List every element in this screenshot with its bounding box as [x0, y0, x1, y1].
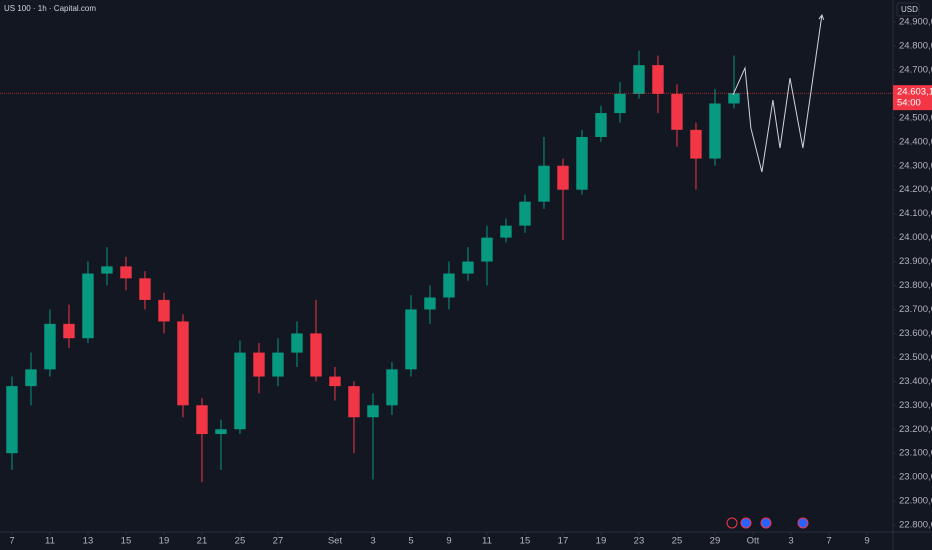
- x-tick-label: 9: [446, 536, 451, 547]
- x-tick-label: 9: [864, 536, 869, 547]
- x-tick-label: 7: [826, 536, 831, 547]
- y-tick-label: 24.100,0: [899, 208, 932, 219]
- x-tick-label: Ott: [747, 536, 760, 547]
- y-tick-label: 24.000,0: [899, 232, 932, 243]
- y-tick-label: 22.900,0: [899, 496, 932, 507]
- candle-body: [310, 333, 322, 377]
- y-tick-label: 24.500,0: [899, 112, 932, 123]
- x-tick-label: 29: [710, 536, 721, 547]
- y-tick-label: 23.200,0: [899, 424, 932, 435]
- chart-title: US 100 · 1h · Capital.com: [4, 4, 96, 13]
- candle-body: [671, 93, 683, 130]
- candle-body: [101, 266, 113, 274]
- x-tick-label: 3: [370, 536, 375, 547]
- candle-body: [25, 369, 37, 387]
- candle-body: [614, 93, 626, 114]
- x-tick-label: 11: [45, 536, 55, 547]
- x-tick-label: 13: [83, 536, 94, 547]
- y-tick-label: 23.000,0: [899, 472, 932, 483]
- candle-body: [595, 113, 607, 138]
- x-tick-label: Set: [328, 536, 343, 547]
- candle-body: [443, 273, 455, 298]
- candle-body: [82, 273, 94, 339]
- y-tick-label: 24.700,0: [899, 64, 932, 75]
- event-icon[interactable]: [726, 517, 738, 529]
- candle-body: [405, 309, 417, 370]
- candle-body: [139, 278, 151, 300]
- candle-body: [348, 386, 360, 418]
- candle-body: [728, 93, 740, 104]
- y-tick-label: 23.400,0: [899, 376, 932, 387]
- x-tick-label: 21: [197, 536, 208, 547]
- event-icon[interactable]: [740, 517, 752, 529]
- candle-body: [272, 352, 284, 377]
- event-icons: [726, 517, 809, 529]
- candle-body: [481, 237, 493, 262]
- y-tick-label: 24.300,0: [899, 160, 932, 171]
- candle-body: [196, 405, 208, 435]
- y-tick-label: 23.100,0: [899, 448, 932, 459]
- y-tick-label: 24.400,0: [899, 136, 932, 147]
- last-price-label: 24.603,1: [897, 87, 932, 98]
- x-tick-label: 27: [273, 536, 284, 547]
- projection-line: [732, 15, 823, 173]
- x-tick-label: 25: [672, 536, 683, 547]
- y-tick-label: 24.200,0: [899, 184, 932, 195]
- event-icon[interactable]: [760, 517, 772, 529]
- candle-body: [215, 429, 227, 435]
- x-tick-label: 19: [596, 536, 607, 547]
- currency-box: [896, 2, 920, 17]
- candle-body: [652, 65, 664, 94]
- x-tick-label: 5: [408, 536, 413, 547]
- candle-body: [690, 129, 702, 159]
- candle-body: [177, 321, 189, 406]
- projection-arrowhead: [818, 14, 825, 20]
- countdown-label: 54:00: [897, 98, 921, 109]
- candle-body: [576, 137, 588, 190]
- candle-body: [424, 297, 436, 310]
- candle-body: [633, 65, 645, 94]
- y-tick-label: 23.600,0: [899, 328, 932, 339]
- candle-body: [462, 261, 474, 274]
- y-tick-label: 23.300,0: [899, 400, 932, 411]
- candle-body: [386, 369, 398, 406]
- candle-body: [253, 352, 265, 377]
- x-tick-label: 23: [634, 536, 645, 547]
- candle-body: [291, 333, 303, 353]
- y-tick-label: 23.800,0: [899, 280, 932, 291]
- event-icon[interactable]: [797, 517, 809, 529]
- x-tick-label: 17: [558, 536, 569, 547]
- currency[interactable]: USD: [901, 5, 918, 14]
- candle-body: [500, 225, 512, 238]
- y-tick-label: 22.800,0: [899, 520, 932, 531]
- y-tick-label: 24.900,0: [899, 17, 932, 28]
- candle-body: [709, 103, 721, 159]
- last-price-box: [893, 85, 932, 111]
- x-tick-label: 3: [788, 536, 793, 547]
- x-tick-label: 25: [235, 536, 246, 547]
- candle-body: [557, 165, 569, 190]
- candle-body: [367, 405, 379, 418]
- candle-body: [329, 376, 341, 387]
- x-tick-label: 15: [520, 536, 531, 547]
- y-tick-label: 24.800,0: [899, 41, 932, 52]
- candle-body: [538, 165, 550, 202]
- x-tick-label: 7: [9, 536, 14, 547]
- candle-body: [44, 323, 56, 370]
- candle-body: [6, 386, 18, 454]
- candle-body: [158, 299, 170, 322]
- y-tick-label: 23.900,0: [899, 256, 932, 267]
- x-tick-label: 11: [482, 536, 492, 547]
- candle-body: [120, 266, 132, 279]
- y-tick-label: 23.700,0: [899, 304, 932, 315]
- x-tick-label: 15: [121, 536, 132, 547]
- candle-body: [519, 201, 531, 226]
- y-tick-label: 23.500,0: [899, 352, 932, 363]
- candle-body: [63, 323, 75, 339]
- x-tick-label: 19: [159, 536, 170, 547]
- candle-body: [234, 352, 246, 430]
